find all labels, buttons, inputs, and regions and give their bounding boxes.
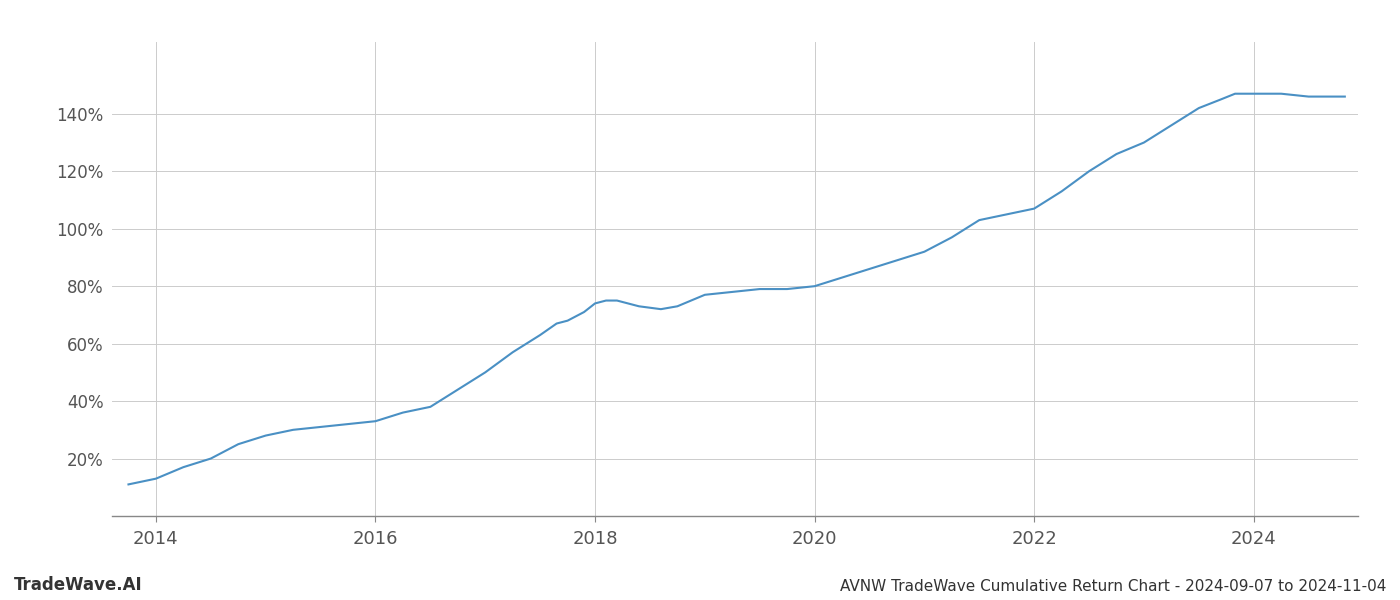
Text: AVNW TradeWave Cumulative Return Chart - 2024-09-07 to 2024-11-04: AVNW TradeWave Cumulative Return Chart -…	[840, 579, 1386, 594]
Text: TradeWave.AI: TradeWave.AI	[14, 576, 143, 594]
